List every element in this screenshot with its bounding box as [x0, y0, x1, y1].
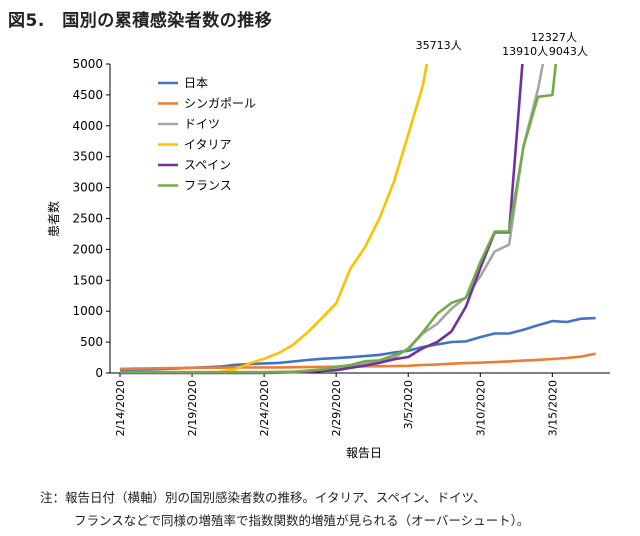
y-tick-label: 500 [80, 335, 103, 349]
annotation-label: 12327人 [531, 31, 577, 44]
figure-note: 注：報告日付（横軸）別の国別感染者数の推移。イタリア、スペイン、ドイツ、 フラン… [40, 486, 529, 532]
x-tick-label: 3/5/2020 [402, 380, 415, 429]
y-tick-label: 1000 [72, 304, 103, 318]
x-tick-label: 2/14/2020 [114, 380, 127, 436]
legend-label: 日本 [184, 76, 208, 90]
x-axis-title: 報告日 [346, 446, 382, 460]
x-tick-label: 2/19/2020 [186, 380, 199, 436]
annotation-label: 13910人 [502, 45, 548, 58]
y-tick-label: 3500 [72, 150, 103, 164]
series-line [120, 64, 545, 374]
series-lines [119, 64, 596, 375]
x-tick-label: 2/29/2020 [330, 380, 343, 436]
legend-label: スペイン [184, 158, 231, 172]
x-tick-label: 2/24/2020 [258, 380, 271, 436]
x-axis-ticks: 2/14/2020 2/19/2020 2/24/2020 2/29/2020 3/5/… [114, 373, 559, 436]
y-tick-label: 4500 [72, 88, 103, 102]
y-tick-label: 2000 [72, 242, 103, 256]
legend-label: ドイツ [184, 117, 220, 131]
legend-label: フランス [184, 179, 232, 193]
note-line-2: フランスなどで同様の増殖率で指数関数的増殖が見られる（オーバーシュート）。 [74, 513, 530, 528]
annotation-label: 35713人 [416, 39, 462, 52]
y-tick-label: 1500 [72, 273, 103, 287]
series-line [120, 64, 524, 375]
series-line [120, 64, 558, 374]
figure-title: 図5. 国別の累積感染者数の推移 [8, 11, 273, 31]
y-tick-label: 0 [95, 366, 103, 380]
line-chart: 0 500 1000 1500 2000 2500 3000 3500 4000 4500 5000… [46, 31, 610, 460]
y-tick-label: 4000 [72, 119, 103, 133]
legend-label: イタリア [184, 138, 232, 152]
y-tick-label: 5000 [72, 57, 103, 71]
y-axis-ticks: 0 500 1000 1500 2000 2500 3000 3500 4000 4500 5000 [72, 57, 110, 380]
note-line-1: 注：報告日付（横軸）別の国別感染者数の推移。イタリア、スペイン、ドイツ、 [40, 490, 486, 505]
y-tick-label: 2500 [72, 212, 103, 226]
series-line [120, 64, 429, 375]
x-tick-label: 3/10/2020 [474, 380, 487, 436]
y-axis-title: 患者数 [46, 201, 61, 237]
x-tick-label: 3/15/2020 [546, 380, 559, 436]
legend-label: シンガポール [184, 97, 256, 111]
annotation-label: 9043人 [549, 45, 588, 58]
y-tick-label: 3000 [72, 181, 103, 195]
